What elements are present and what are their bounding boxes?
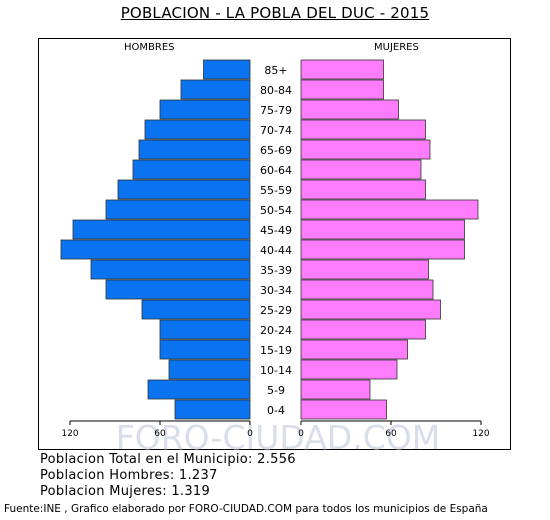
bar-male-50-54	[105, 199, 251, 220]
bar-female-85+	[300, 59, 384, 80]
bar-male-75-79	[159, 99, 251, 120]
bar-male-65-69	[138, 139, 251, 160]
age-label-35-39: 35-39	[260, 264, 292, 277]
bar-male-10-14	[168, 359, 251, 380]
age-label-15-19: 15-19	[260, 344, 292, 357]
bar-female-40-44	[300, 239, 465, 260]
chart-title: POBLACION - LA POBLA DEL DUC - 2015	[120, 4, 430, 22]
age-label-55-59: 55-59	[260, 184, 292, 197]
bar-female-45-49	[300, 219, 465, 240]
watermark: FORO-CIUDAD.COM	[116, 418, 440, 457]
age-label-30-34: 30-34	[260, 284, 292, 297]
females-label: MUJERES	[374, 42, 419, 53]
bar-female-65-69	[300, 139, 431, 160]
age-label-75-79: 75-79	[260, 104, 292, 117]
age-label-10-14: 10-14	[260, 364, 292, 377]
age-label-45-49: 45-49	[260, 224, 292, 237]
bar-male-25-29	[141, 299, 251, 320]
age-labels-group: 85+ 80-84 75-79 70-74 65-69 60-64 55-59 50-54 45…	[260, 64, 292, 417]
stat-women: Poblacion Mujeres: 1.319	[40, 484, 211, 499]
stat-total: Poblacion Total en el Municipio: 2.556	[40, 452, 296, 467]
bar-female-70-74	[300, 119, 426, 140]
age-label-5-9: 5-9	[267, 384, 285, 397]
age-label-0-4: 0-4	[267, 404, 285, 417]
age-label-60-64: 60-64	[260, 164, 292, 177]
bar-female-10-14	[300, 359, 398, 380]
bar-female-55-59	[300, 179, 426, 200]
x-axis: 120 60 0 0 60 120	[61, 420, 490, 439]
tick-label-left-60: 60	[154, 429, 166, 439]
age-label-70-74: 70-74	[260, 124, 292, 137]
bar-female-20-24	[300, 319, 426, 340]
age-label-65-69: 65-69	[260, 144, 292, 157]
source-note: Fuente:INE , Grafico elaborado por FORO-…	[4, 503, 488, 515]
males-label: HOMBRES	[124, 42, 175, 53]
bar-male-60-64	[132, 159, 251, 180]
age-label-20-24: 20-24	[260, 324, 292, 337]
stat-men: Poblacion Hombres: 1.237	[40, 468, 218, 483]
bar-male-5-9	[147, 379, 251, 400]
age-label-85+: 85+	[264, 64, 287, 77]
tick-label-left-120: 120	[61, 429, 78, 439]
bar-female-80-84	[300, 79, 384, 100]
tick-label-left-0: 0	[247, 429, 253, 439]
bar-female-50-54	[300, 199, 479, 220]
bar-male-40-44	[60, 239, 251, 260]
bar-male-20-24	[159, 319, 251, 340]
bar-male-55-59	[117, 179, 251, 200]
bar-female-60-64	[300, 159, 422, 180]
bar-female-5-9	[300, 379, 371, 400]
tick-label-right-120: 120	[472, 429, 489, 439]
bar-female-75-79	[300, 99, 399, 120]
bar-female-35-39	[300, 259, 429, 280]
bar-female-25-29	[300, 299, 441, 320]
bar-male-35-39	[90, 259, 251, 280]
bar-female-15-19	[300, 339, 408, 360]
bar-male-0-4	[174, 399, 251, 420]
age-label-80-84: 80-84	[260, 84, 292, 97]
bar-male-45-49	[72, 219, 251, 240]
tick-label-right-0: 0	[298, 429, 304, 439]
bar-male-85+	[203, 59, 251, 80]
bar-male-15-19	[159, 339, 251, 360]
bar-female-30-34	[300, 279, 434, 300]
age-label-50-54: 50-54	[260, 204, 292, 217]
bars-group	[60, 59, 479, 420]
tick-label-right-60: 60	[385, 429, 397, 439]
age-label-40-44: 40-44	[260, 244, 292, 257]
bar-male-70-74	[144, 119, 251, 140]
age-label-25-29: 25-29	[260, 304, 292, 317]
bar-male-30-34	[105, 279, 251, 300]
bar-female-0-4	[300, 399, 387, 420]
bar-male-80-84	[180, 79, 251, 100]
